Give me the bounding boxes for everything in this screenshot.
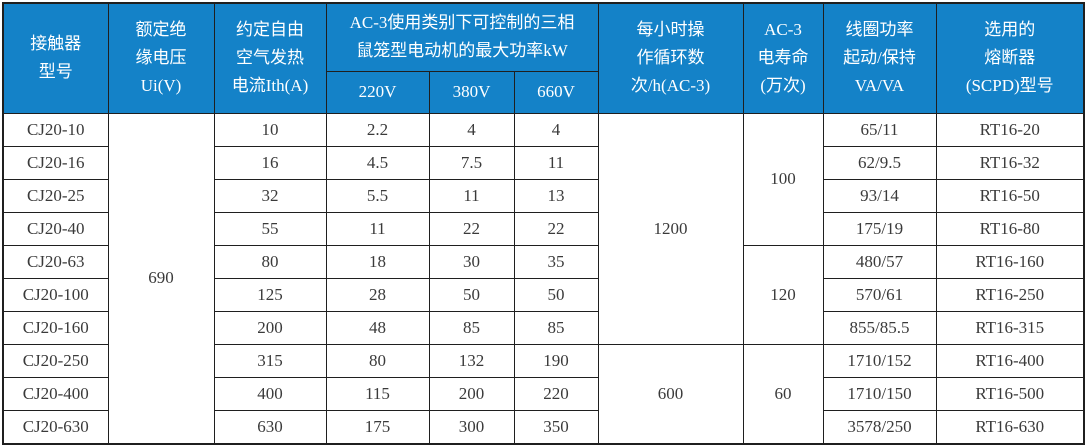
- coil-power-cell: 93/14: [822, 178, 937, 213]
- fuse-cell: RT16-32: [935, 145, 1085, 180]
- ith-cell: 10: [213, 112, 327, 147]
- header-insulation-voltage: 额定绝 缘电压 Ui(V): [107, 2, 215, 114]
- coil-power-cell: 1710/150: [822, 376, 937, 411]
- coil-power-cell: 570/61: [822, 277, 937, 312]
- table-row: CJ20-630 630 175 300 350 3578/250 RT16-6…: [2, 409, 1085, 444]
- header-model: 接触器 型号: [2, 2, 109, 114]
- power-660-cell: 4: [513, 112, 599, 147]
- table-row: CJ20-160 200 48 85 85 855/85.5 RT16-315: [2, 310, 1085, 345]
- power-380-cell: 30: [428, 244, 515, 279]
- header-220v: 220V: [325, 70, 430, 114]
- power-220-cell: 80: [325, 343, 430, 378]
- ith-cell: 80: [213, 244, 327, 279]
- header-power-group: AC-3使用类别下可控制的三相 鼠笼型电动机的最大功率kW: [325, 2, 599, 72]
- power-220-cell: 18: [325, 244, 430, 279]
- fuse-cell: RT16-50: [935, 178, 1085, 213]
- ith-cell: 55: [213, 211, 327, 246]
- fuse-cell: RT16-80: [935, 211, 1085, 246]
- fuse-cell: RT16-160: [935, 244, 1085, 279]
- power-380-cell: 85: [428, 310, 515, 345]
- power-380-cell: 4: [428, 112, 515, 147]
- model-cell: CJ20-63: [2, 244, 109, 279]
- power-660-cell: 190: [513, 343, 599, 378]
- ith-cell: 125: [213, 277, 327, 312]
- coil-power-cell: 3578/250: [822, 409, 937, 444]
- fuse-cell: RT16-315: [935, 310, 1085, 345]
- header-fuse: 选用的 熔断器 (SCPD)型号: [935, 2, 1085, 114]
- header-380v: 380V: [428, 70, 515, 114]
- power-380-cell: 7.5: [428, 145, 515, 180]
- coil-power-cell: 480/57: [822, 244, 937, 279]
- coil-power-cell: 62/9.5: [822, 145, 937, 180]
- power-660-cell: 35: [513, 244, 599, 279]
- coil-power-cell: 1710/152: [822, 343, 937, 378]
- cycles-cell: 600: [597, 343, 744, 444]
- power-380-cell: 22: [428, 211, 515, 246]
- model-cell: CJ20-630: [2, 409, 109, 444]
- power-220-cell: 5.5: [325, 178, 430, 213]
- model-cell: CJ20-160: [2, 310, 109, 345]
- ith-cell: 630: [213, 409, 327, 444]
- power-220-cell: 4.5: [325, 145, 430, 180]
- power-660-cell: 85: [513, 310, 599, 345]
- power-380-cell: 50: [428, 277, 515, 312]
- table-row: CJ20-400 400 115 200 220 1710/150 RT16-5…: [2, 376, 1085, 411]
- model-cell: CJ20-10: [2, 112, 109, 147]
- model-cell: CJ20-250: [2, 343, 109, 378]
- power-380-cell: 200: [428, 376, 515, 411]
- header-coil-power: 线圈功率 起动/保持 VA/VA: [822, 2, 937, 114]
- header-thermal-current: 约定自由 空气发热 电流Ith(A): [213, 2, 327, 114]
- coil-power-cell: 855/85.5: [822, 310, 937, 345]
- power-380-cell: 300: [428, 409, 515, 444]
- power-660-cell: 350: [513, 409, 599, 444]
- ith-cell: 16: [213, 145, 327, 180]
- fuse-cell: RT16-20: [935, 112, 1085, 147]
- table-row: CJ20-40 55 11 22 22 175/19 RT16-80: [2, 211, 1085, 246]
- power-380-cell: 11: [428, 178, 515, 213]
- table-row: CJ20-63 80 18 30 35 120 480/57 RT16-160: [2, 244, 1085, 345]
- power-660-cell: 220: [513, 376, 599, 411]
- fuse-cell: RT16-500: [935, 376, 1085, 411]
- table-row: CJ20-25 32 5.5 11 13 93/14 RT16-50: [2, 178, 1085, 213]
- life-cell: 60: [742, 343, 824, 444]
- power-220-cell: 175: [325, 409, 430, 444]
- power-660-cell: 22: [513, 211, 599, 246]
- power-220-cell: 11: [325, 211, 430, 246]
- power-220-cell: 28: [325, 277, 430, 312]
- table-row: CJ20-10 690 10 2.2 4 4 1200 100 65/11 RT…: [2, 112, 1085, 444]
- cycles-cell: 1200: [597, 112, 744, 345]
- model-cell: CJ20-100: [2, 277, 109, 312]
- model-cell: CJ20-16: [2, 145, 109, 180]
- ith-cell: 200: [213, 310, 327, 345]
- life-cell: 100: [742, 112, 824, 246]
- table-row: CJ20-100 125 28 50 50 570/61 RT16-250: [2, 277, 1085, 312]
- insulation-voltage-cell: 690: [107, 112, 215, 444]
- model-cell: CJ20-25: [2, 178, 109, 213]
- power-660-cell: 50: [513, 277, 599, 312]
- model-cell: CJ20-40: [2, 211, 109, 246]
- model-cell: CJ20-400: [2, 376, 109, 411]
- table-row: CJ20-250 315 80 132 190 600 60 1710/152 …: [2, 343, 1085, 444]
- fuse-cell: RT16-630: [935, 409, 1085, 444]
- power-380-cell: 132: [428, 343, 515, 378]
- fuse-cell: RT16-400: [935, 343, 1085, 378]
- header-cycles: 每小时操 作循环数 次/h(AC-3): [597, 2, 744, 114]
- power-220-cell: 115: [325, 376, 430, 411]
- coil-power-cell: 175/19: [822, 211, 937, 246]
- power-660-cell: 13: [513, 178, 599, 213]
- ith-cell: 400: [213, 376, 327, 411]
- power-660-cell: 11: [513, 145, 599, 180]
- ith-cell: 315: [213, 343, 327, 378]
- coil-power-cell: 65/11: [822, 112, 937, 147]
- life-cell: 120: [742, 244, 824, 345]
- power-220-cell: 48: [325, 310, 430, 345]
- table-row: CJ20-16 16 4.5 7.5 11 62/9.5 RT16-32: [2, 145, 1085, 180]
- power-220-cell: 2.2: [325, 112, 430, 147]
- header-660v: 660V: [513, 70, 599, 114]
- ith-cell: 32: [213, 178, 327, 213]
- header-electrical-life: AC-3 电寿命 (万次): [742, 2, 824, 114]
- fuse-cell: RT16-250: [935, 277, 1085, 312]
